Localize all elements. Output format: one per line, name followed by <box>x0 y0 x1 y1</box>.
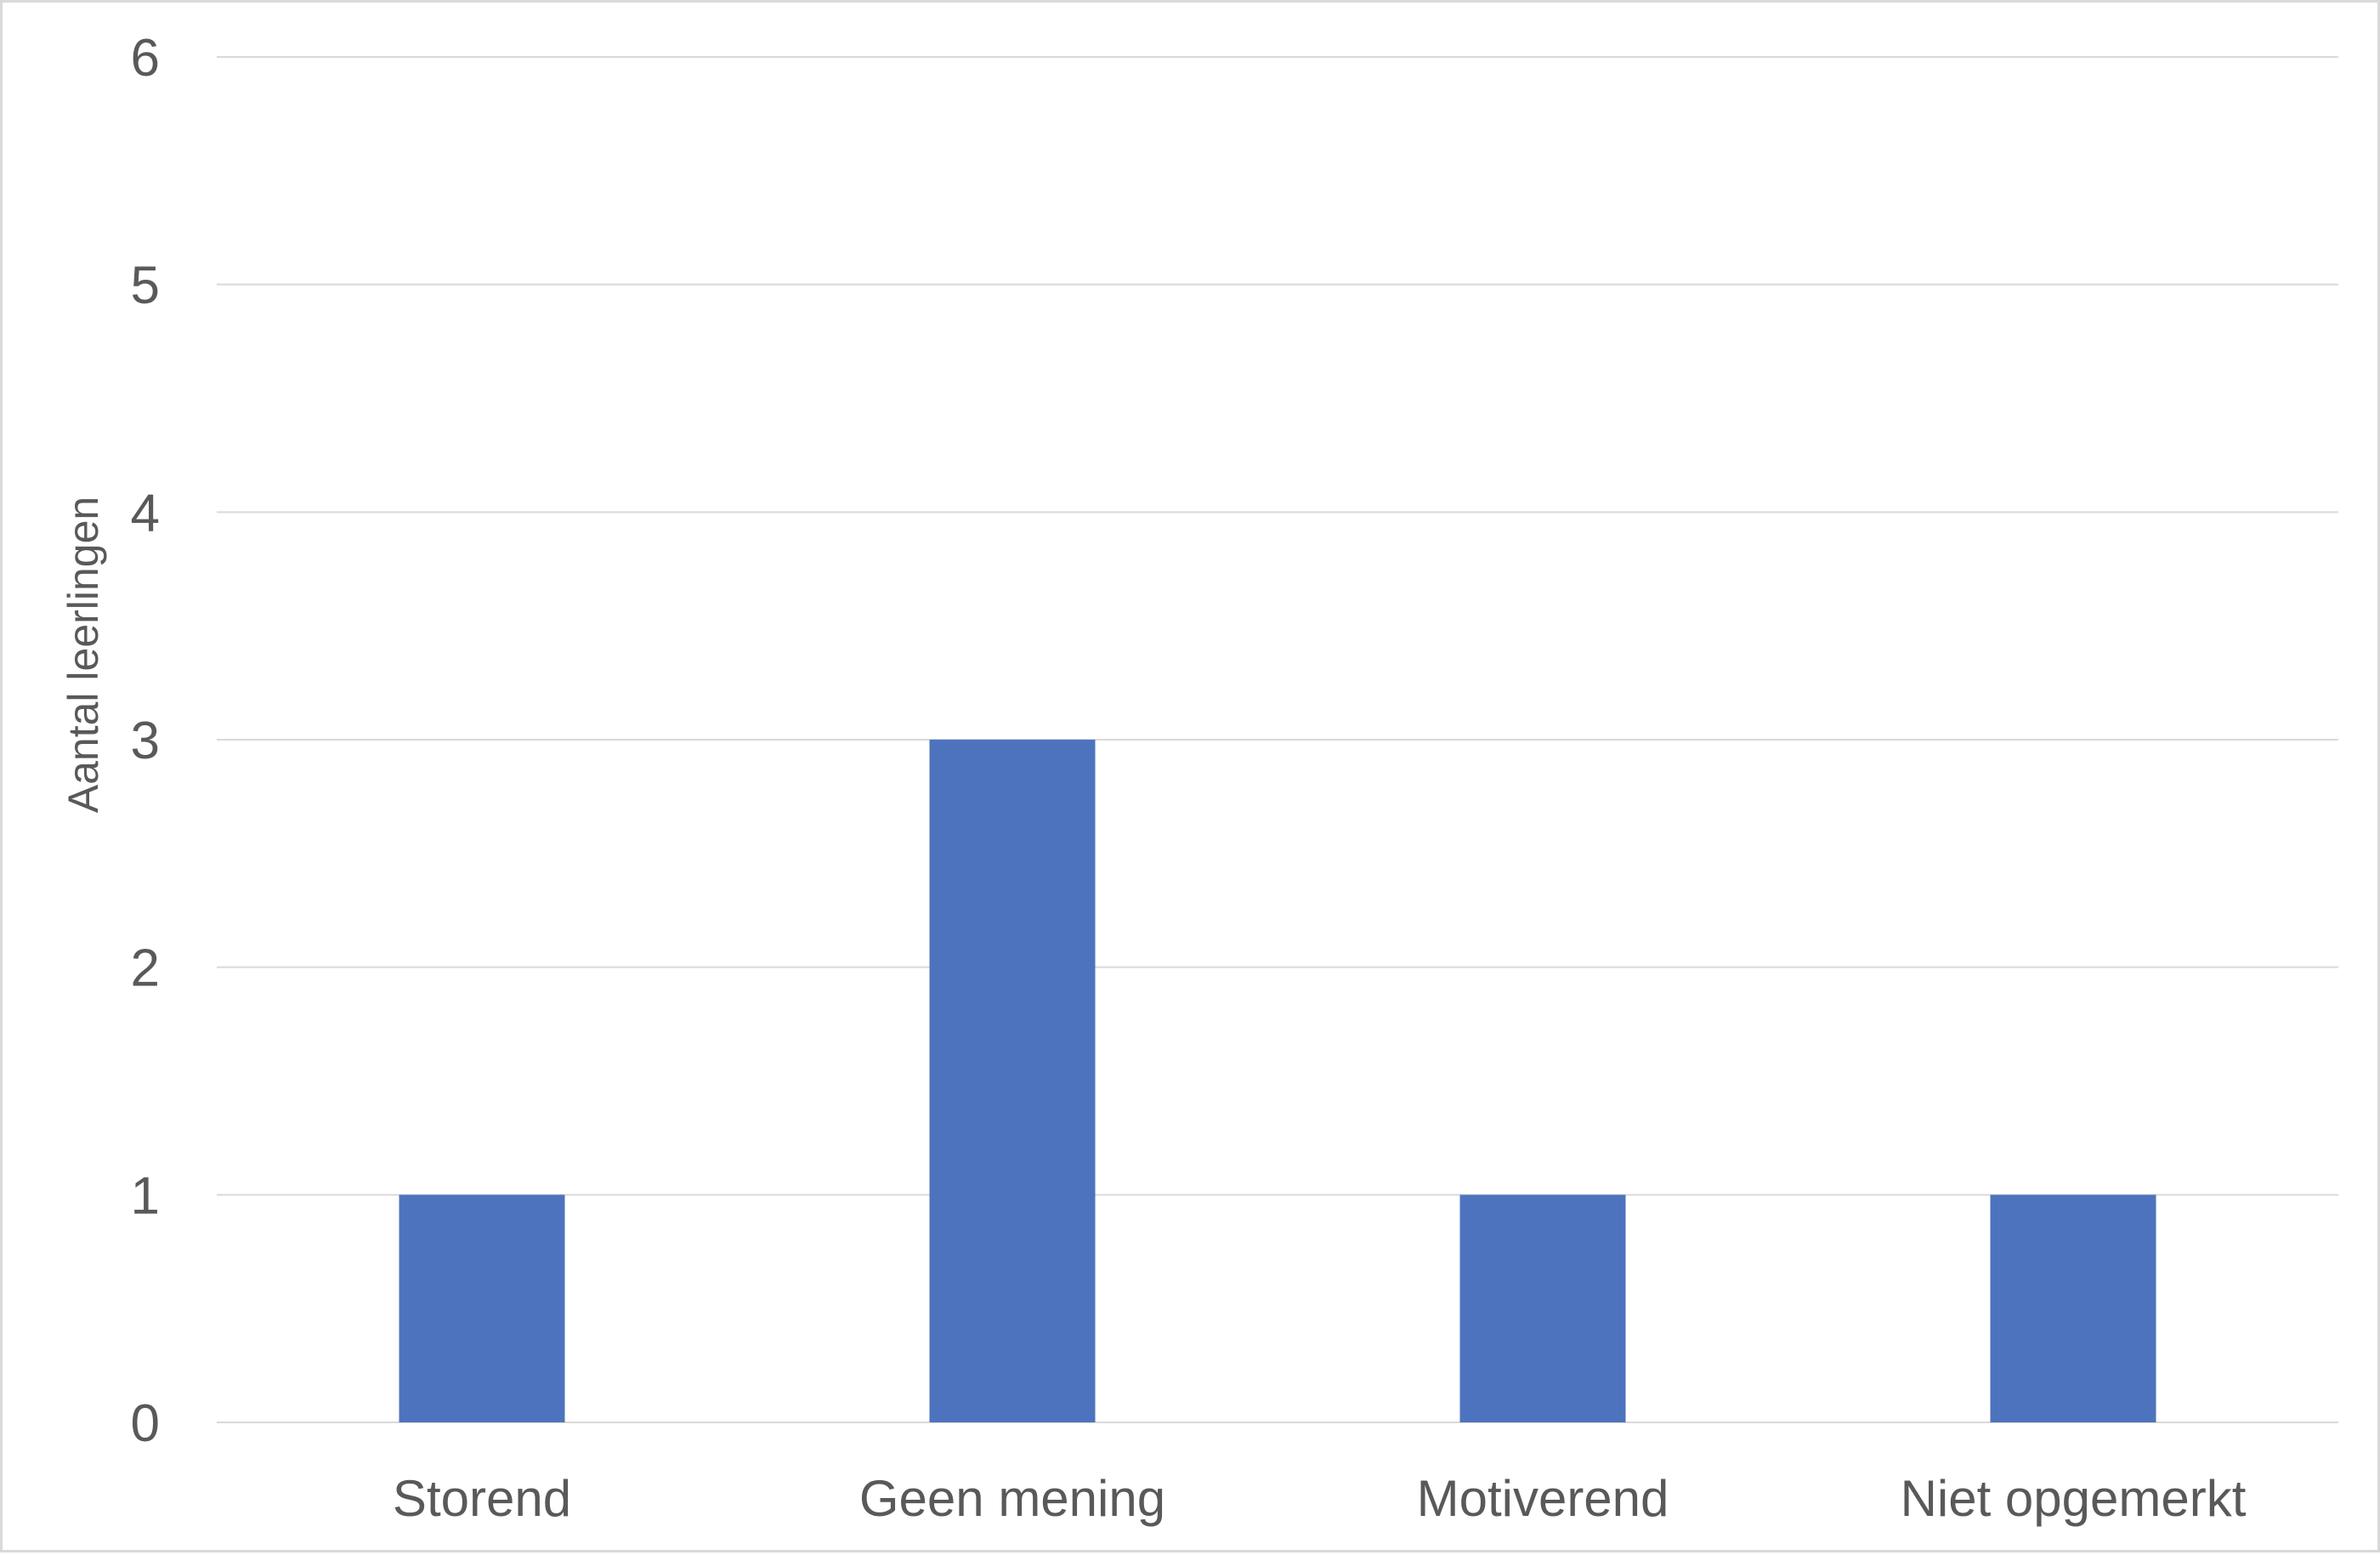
y-axis-ticks: 0 1 2 3 4 5 6 <box>131 29 160 1453</box>
y-tick-label: 6 <box>131 29 160 88</box>
y-tick-label: 2 <box>131 939 160 998</box>
y-axis-title: Aantal leerlingen <box>60 497 107 814</box>
x-category-label: Geen mening <box>859 1470 1165 1527</box>
y-tick-label: 1 <box>131 1166 160 1225</box>
y-tick-label: 3 <box>131 712 160 770</box>
y-tick-label: 5 <box>131 257 160 315</box>
x-axis-categories: Storend Geen mening Motiverend Niet opgemer… <box>393 1470 2247 1527</box>
bar-motiverend <box>1459 1195 1626 1422</box>
y-tick-label: 4 <box>131 484 160 542</box>
bars <box>399 740 2156 1422</box>
y-tick-label: 0 <box>131 1394 160 1453</box>
gridlines <box>217 56 2338 1423</box>
bar-geen-mening <box>929 740 1096 1422</box>
bar-storend <box>399 1195 565 1422</box>
x-category-label: Motiverend <box>1417 1470 1669 1527</box>
x-category-label: Niet opgemerkt <box>1901 1470 2247 1527</box>
x-category-label: Storend <box>393 1470 571 1527</box>
bar-niet-opgemerkt <box>1990 1195 2156 1422</box>
bar-chart: 0 1 2 3 4 5 6 Storend Geen mening Motiverend Niet… <box>60 29 2338 1527</box>
